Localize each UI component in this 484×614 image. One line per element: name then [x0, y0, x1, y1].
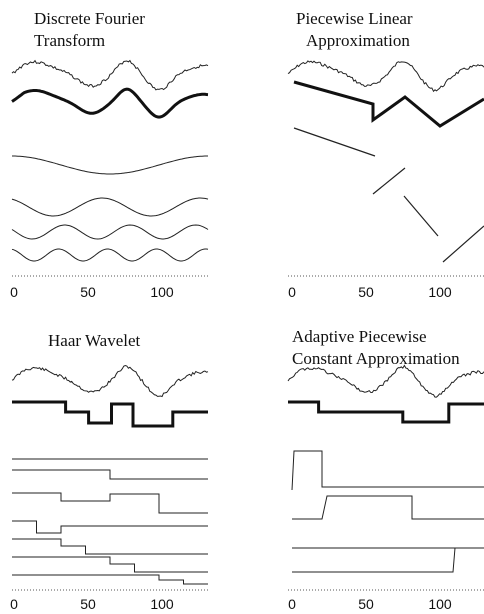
dft-basis-line-1	[12, 155, 208, 175]
x-tick-label: 50	[80, 596, 96, 612]
original-time-series-line	[287, 60, 484, 93]
panel-title-pla-line1: Piecewise Linear	[296, 9, 413, 28]
dft-basis-line-4	[11, 248, 209, 262]
original-time-series-line	[287, 364, 484, 398]
haar-basis-line-7	[12, 574, 208, 585]
haar-approximation-line	[12, 400, 208, 428]
x-tick-label: 50	[80, 284, 96, 300]
panel-haar: Haar Wavelet 0 50 100	[10, 331, 209, 612]
haar-basis-line-2	[12, 469, 208, 480]
pla-segment-4	[442, 225, 484, 263]
x-tick-label: 0	[288, 596, 296, 612]
x-tick-label: 0	[10, 284, 18, 300]
haar-basis-line-4	[12, 520, 208, 534]
dft-basis-line-3	[11, 224, 209, 240]
original-time-series-line	[11, 364, 209, 398]
panel-apca: Adaptive Piecewise Constant Approximatio…	[287, 327, 484, 612]
panel-dft: Discrete Fourier Transform 0 50 100	[10, 9, 209, 300]
panel-title-dft-line2: Transform	[34, 31, 105, 50]
x-tick-label: 100	[150, 284, 174, 300]
pla-segment-1	[293, 127, 376, 157]
x-tick-label: 50	[358, 284, 374, 300]
x-tick-label: 50	[358, 596, 374, 612]
original-time-series-line	[11, 59, 209, 91]
x-tick-label: 100	[428, 284, 452, 300]
apca-segment-1	[291, 450, 484, 491]
x-tick-label: 0	[288, 284, 296, 300]
panel-title-apca-line2: Constant Approximation	[292, 349, 460, 368]
dft-approximation-line	[11, 87, 209, 119]
panel-title-pla-line2: Approximation	[306, 31, 410, 50]
apca-segment-2	[292, 495, 484, 520]
pla-segment-2	[372, 167, 406, 195]
panel-title-haar: Haar Wavelet	[48, 331, 141, 350]
dft-basis-line-2	[11, 197, 209, 217]
apca-approximation-line	[288, 400, 484, 424]
x-tick-label: 0	[10, 596, 18, 612]
x-tick-label: 100	[428, 596, 452, 612]
pla-approximation-line	[293, 80, 484, 128]
panel-title-dft-line1: Discrete Fourier	[34, 9, 145, 28]
apca-segment-4	[292, 547, 484, 573]
x-tick-label: 100	[150, 596, 174, 612]
panel-pla: Piecewise Linear Approximation 0 50 100	[287, 9, 484, 300]
haar-basis-group	[12, 458, 208, 585]
haar-basis-line-5	[12, 538, 208, 555]
pla-segment-3	[403, 195, 439, 237]
haar-basis-line-3	[12, 492, 208, 514]
haar-basis-line-6	[12, 556, 208, 573]
panel-title-apca-line1: Adaptive Piecewise	[292, 327, 427, 346]
